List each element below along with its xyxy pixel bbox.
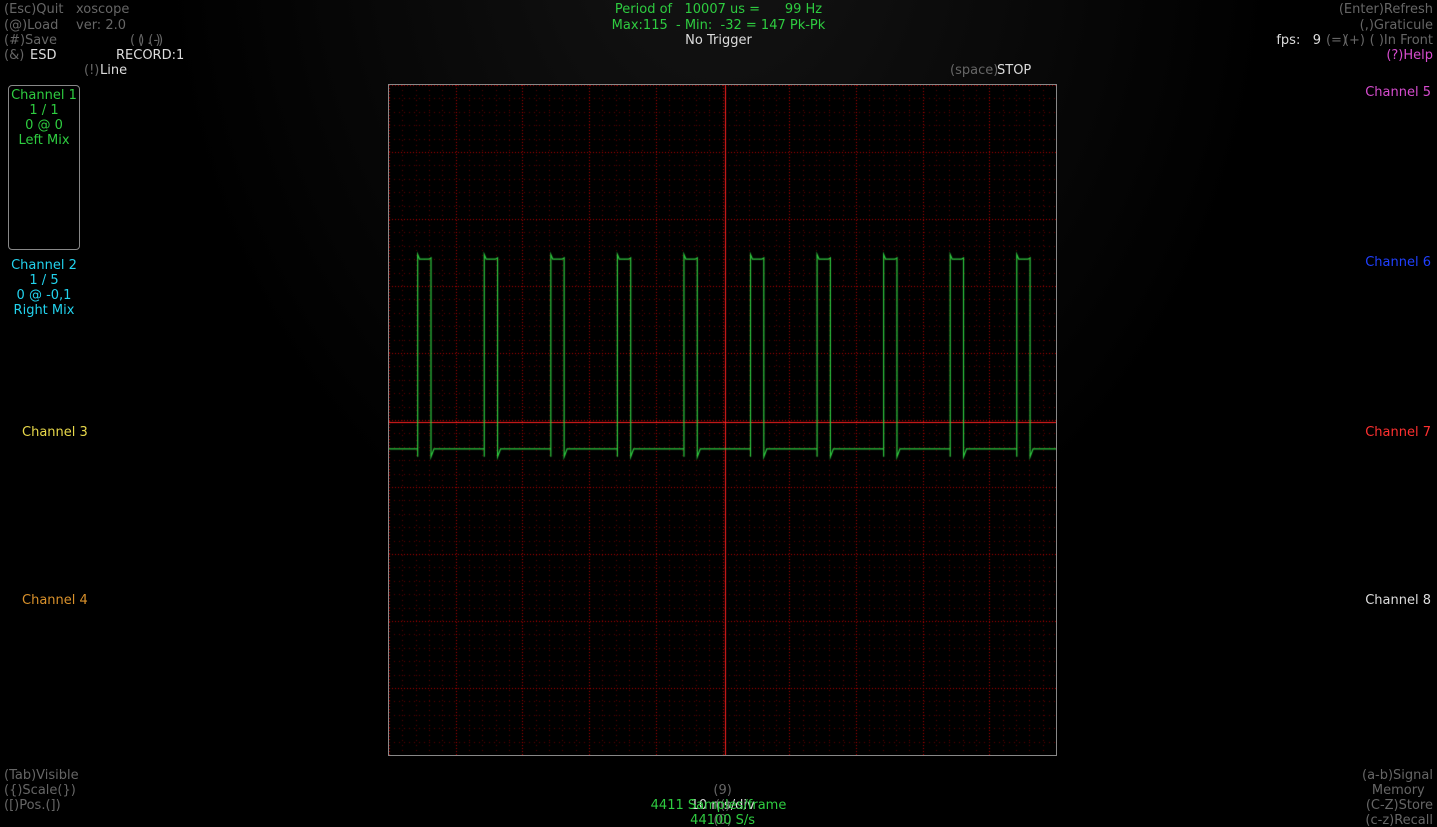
- key-refresh[interactable]: (Enter)Refresh: [1339, 2, 1433, 17]
- channel-2-box[interactable]: Channel 2 1 / 5 0 @ -0,1 Right Mix: [0, 258, 88, 318]
- ch2-src: Right Mix: [0, 303, 88, 318]
- ch1-pos: 0 @ 0: [9, 118, 79, 133]
- key-recall[interactable]: (c-z)Recall: [1365, 813, 1433, 827]
- ch2-label: Channel 2: [0, 258, 88, 273]
- measure-trigger: No Trigger: [0, 33, 1437, 48]
- measure-period: Period of 10007 us = 99 Hz: [0, 2, 1437, 17]
- ch6-label[interactable]: Channel 6: [1365, 255, 1431, 270]
- ch2-pos: 0 @ -0,1: [0, 288, 88, 303]
- key-stop[interactable]: (space): [950, 63, 998, 78]
- ch4-label[interactable]: Channel 4: [22, 593, 88, 608]
- key-infront[interactable]: ( )In Front: [1370, 33, 1433, 48]
- samples-per-frame: 4411 Samples/frame: [0, 798, 1437, 813]
- ch5-label[interactable]: Channel 5: [1365, 85, 1431, 100]
- ch1-scale: 1 / 1: [9, 103, 79, 118]
- key-line[interactable]: (!): [84, 63, 99, 78]
- mode-stop: STOP: [997, 63, 1031, 78]
- scope-canvas: [389, 85, 1056, 755]
- key-unk[interactable]: (&): [4, 48, 24, 63]
- key-graticule[interactable]: (,)Graticule: [1360, 18, 1433, 33]
- measure-minmax: Max:115 - Min: -32 = 147 Pk-Pk: [0, 18, 1437, 33]
- key-help[interactable]: (?)Help: [1386, 48, 1433, 63]
- mode-line: Line: [100, 63, 127, 78]
- source-esd: ESD: [30, 48, 56, 63]
- key-signal[interactable]: (a-b)Signal: [1362, 768, 1433, 783]
- status-record: RECORD:1: [116, 48, 184, 63]
- channel-1-box[interactable]: Channel 1 1 / 1 0 @ 0 Left Mix: [8, 85, 80, 250]
- scope-display[interactable]: [388, 84, 1057, 756]
- ch7-label[interactable]: Channel 7: [1365, 425, 1431, 440]
- fps-readout: fps: 9: [1276, 33, 1321, 48]
- ch3-label[interactable]: Channel 3: [22, 425, 88, 440]
- ch2-scale: 1 / 5: [0, 273, 88, 288]
- key-plus2[interactable]: (+): [1344, 33, 1365, 48]
- label-memory: Memory: [1372, 783, 1433, 798]
- ch1-src: Left Mix: [9, 133, 79, 148]
- ab-row: (a) ab (b): [0, 813, 1437, 827]
- key-store[interactable]: (C-Z)Store: [1366, 798, 1433, 813]
- ch8-label[interactable]: Channel 8: [1365, 593, 1431, 608]
- ch1-label: Channel 1: [9, 88, 79, 103]
